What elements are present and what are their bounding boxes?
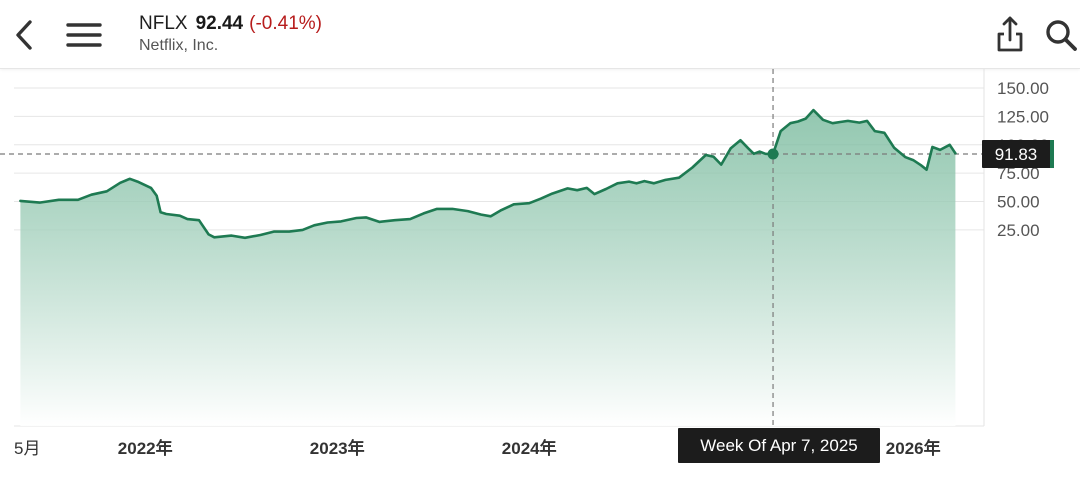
x-axis-labels: 5月 2022年 2023年 2024年 2026年 [14,438,941,458]
x-tick-label: 5月 [14,439,40,458]
y-tick-label: 50.00 [997,193,1040,212]
x-tick-label: 2024年 [502,438,557,458]
ticker-change: (-0.41%) [249,13,322,34]
hamburger-menu-icon[interactable] [64,20,104,50]
x-tick-label: 2023年 [310,438,365,458]
y-tick-label: 150.00 [997,79,1049,98]
company-name: Netflix, Inc. [139,37,219,54]
current-price-tag: 91.83 [982,140,1054,169]
price-series-line [19,108,957,240]
y-tick-label: 75.00 [997,164,1040,183]
crosshair-date-tooltip: Week Of Apr 7, 2025 [678,428,880,463]
app-header: NFLX 92.44 (-0.41%) Netflix, Inc. [0,0,1080,69]
current-price-tag-bg [982,140,1054,169]
crosshair-marker [767,148,779,160]
y-tick-label: 125.00 [997,107,1049,126]
search-icon[interactable] [1044,18,1080,52]
price-area-fill [20,110,956,426]
chevron-left-icon[interactable] [10,18,38,52]
share-icon[interactable] [994,14,1026,54]
ticker-price: 92.44 [195,13,244,34]
x-tick-label: 2026年 [886,438,941,458]
x-tick-label: 2022年 [118,438,173,458]
ticker-quote: NFLX 92.44 (-0.41%) [139,13,322,35]
y-tick-label: 25.00 [997,221,1040,240]
current-price-tag-edge [1050,140,1054,169]
ticker-symbol: NFLX [139,13,188,34]
current-price-tag-label: 91.83 [995,145,1038,164]
